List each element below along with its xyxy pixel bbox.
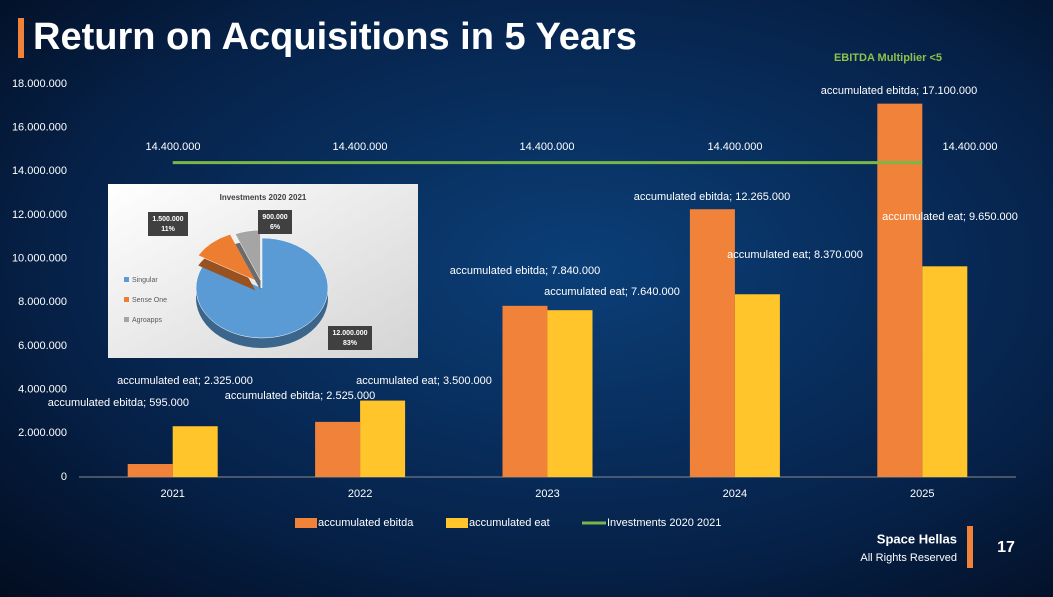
x-tick-label: 2025 xyxy=(910,488,934,500)
bar xyxy=(922,266,968,477)
data-label: 14.400.000 xyxy=(145,141,200,153)
legend-swatch xyxy=(295,518,317,528)
x-tick-label: 2022 xyxy=(348,488,372,500)
x-tick-label: 2024 xyxy=(723,488,747,500)
y-tick-label: 16.000.000 xyxy=(12,122,67,134)
pie-legend-label: Sense One xyxy=(132,297,167,304)
y-tick-label: 10.000.000 xyxy=(12,253,67,265)
y-tick-label: 8.000.000 xyxy=(18,296,67,308)
bar xyxy=(172,426,218,477)
data-label: 14.400.000 xyxy=(519,141,574,153)
pie-slice xyxy=(197,233,256,282)
bar xyxy=(502,305,548,477)
pie-slice xyxy=(195,237,329,339)
pie-value-label: 1.500.000 xyxy=(152,216,183,223)
legend-label: Investments 2020 2021 xyxy=(607,517,721,529)
bar xyxy=(734,294,780,477)
y-tick-label: 12.000.000 xyxy=(12,209,67,221)
pie-legend-swatch xyxy=(124,277,129,282)
pie-percent-label: 6% xyxy=(270,224,281,231)
y-tick-label: 0 xyxy=(61,471,67,483)
bar xyxy=(689,209,735,477)
pie-label-box xyxy=(258,210,292,234)
data-label: accumulated ebitda; 7.840.000 xyxy=(450,265,600,277)
data-label: accumulated eat; 7.640.000 xyxy=(544,286,680,298)
footer-accent xyxy=(967,526,973,568)
pie-chart: Investments 2020 2021 12.000.000 83% 1.500… xyxy=(108,184,418,358)
page-number: 17 xyxy=(997,539,1015,556)
legend-label: accumulated ebitda xyxy=(318,517,414,529)
pie-label-box xyxy=(328,326,372,350)
y-tick-label: 14.000.000 xyxy=(12,165,67,177)
data-label: 14.400.000 xyxy=(942,141,997,153)
data-label: 14.400.000 xyxy=(707,141,762,153)
x-tick-label: 2023 xyxy=(535,488,559,500)
data-label: accumulated ebitda; 2.525.000 xyxy=(225,390,375,402)
bar xyxy=(127,464,173,477)
data-label: accumulated ebitda; 595.000 xyxy=(48,397,189,409)
pie-label-box xyxy=(148,212,188,236)
y-tick-label: 4.000.000 xyxy=(18,384,67,396)
pie-value-label: 900.000 xyxy=(262,214,287,221)
data-label: accumulated eat; 3.500.000 xyxy=(356,375,492,387)
bar xyxy=(315,421,361,477)
pie-percent-label: 83% xyxy=(343,340,358,347)
y-tick-label: 6.000.000 xyxy=(18,340,67,352)
main-chart: 0 2.000.000 4.000.000 6.000.000 8.000.000 10.… xyxy=(12,78,1018,529)
slide-title: Return on Acquisitions in 5 Years xyxy=(33,16,637,58)
pie-legend-swatch xyxy=(124,297,129,302)
pie-title: Investments 2020 2021 xyxy=(220,193,307,202)
company: Space Hellas xyxy=(877,531,957,546)
title-accent xyxy=(18,18,24,58)
data-label: accumulated ebitda; 17.100.000 xyxy=(821,85,978,97)
data-label: accumulated eat; 2.325.000 xyxy=(117,375,253,387)
pie-legend-label: Agroapps xyxy=(132,317,162,324)
bar xyxy=(877,103,923,478)
pie-legend-swatch xyxy=(124,317,129,322)
pie-legend-label: Singular xyxy=(132,277,158,284)
data-label: 14.400.000 xyxy=(332,141,387,153)
y-tick-label: 2.000.000 xyxy=(18,427,67,439)
data-label: accumulated ebitda; 12.265.000 xyxy=(634,191,791,203)
y-tick-label: 18.000.000 xyxy=(12,78,67,90)
legend-label: accumulated eat xyxy=(469,517,550,529)
data-label: accumulated eat; 9.650.000 xyxy=(882,211,1018,223)
x-tick-label: 2021 xyxy=(160,488,184,500)
bar xyxy=(547,310,593,477)
pie-value-label: 12.000.000 xyxy=(332,330,367,337)
annotation: EBITDA Multiplier <5 xyxy=(834,52,942,64)
data-label: accumulated eat; 8.370.000 xyxy=(727,249,863,261)
bar xyxy=(360,400,406,477)
rights: All Rights Reserved xyxy=(860,552,957,564)
legend-swatch xyxy=(446,518,468,528)
pie-percent-label: 11% xyxy=(161,226,175,233)
